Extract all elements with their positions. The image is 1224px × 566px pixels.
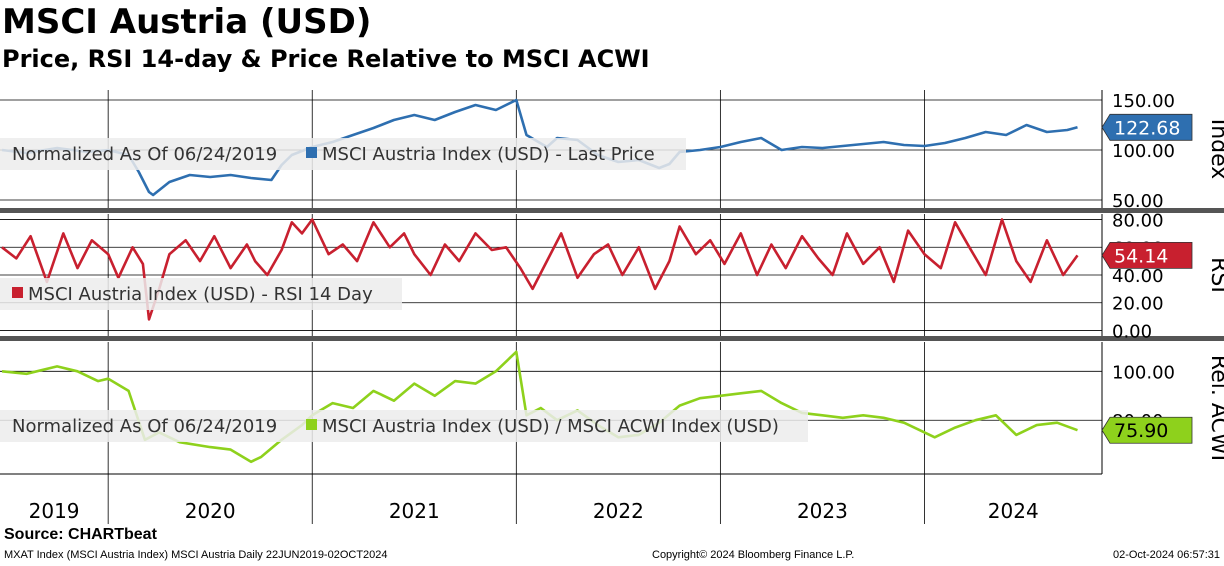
panel-axis-title: RSI [1206,257,1224,293]
legend-normalized-label: Normalized As Of 06/24/2019 [12,144,277,165]
legend-normalized-label: Normalized As Of 06/24/2019 [12,416,277,437]
legend-swatch [306,147,317,158]
series-line-rel [1,350,1078,464]
x-tick-label: 2024 [988,499,1039,523]
legend-swatch [306,419,317,430]
last-value-label-rel: 75.90 [1114,420,1168,442]
last-value-tag-price [1101,113,1193,141]
x-tick-label: 2020 [185,499,236,523]
y-tick-label: 80.00 [1112,211,1164,232]
y-tick-label: 0.00 [1112,321,1152,342]
last-value-tag-rsi [1101,241,1193,269]
panel-axis-title: Index [1206,119,1224,180]
x-tick-label: 2021 [389,499,440,523]
series-line-rsi [1,218,1079,321]
legend-box [0,410,808,442]
y-tick-label: 100.00 [1112,141,1175,162]
last-value-label-price: 122.68 [1114,117,1180,139]
legend-box [0,138,686,170]
x-tick-label: 2022 [593,499,644,523]
y-tick-label: 100.00 [1112,362,1175,383]
chart-subtitle: Price, RSI 14-day & Price Relative to MS… [2,45,650,73]
legend-swatch [12,287,23,298]
chart-title: MSCI Austria (USD) [2,2,372,42]
last-value-label-rsi: 54.14 [1114,245,1168,267]
x-tick-label: 2023 [797,499,848,523]
y-tick-label: 150.00 [1112,91,1175,112]
panel-axis-title: Rel. ACWI [1206,355,1224,461]
legend-box [0,278,402,310]
legend-series-label: MSCI Austria Index (USD) - Last Price [322,144,655,165]
legend-series-label: MSCI Austria Index (USD) / MSCI ACWI Ind… [322,416,779,437]
chart-area: Normalized As Of 06/24/2019 MSCI Austria … [0,90,1224,524]
footer-timestamp: 02-Oct-2024 06:57:31 [1112,549,1220,561]
footer-copyright: Copyright© 2024 Bloomberg Finance L.P. [652,549,855,561]
y-tick-label: 50.00 [1112,191,1164,212]
panel-divider [0,208,1224,213]
legend-series-label: MSCI Austria Index (USD) - RSI 14 Day [28,284,373,305]
last-value-tag-rel [1101,416,1193,444]
panel-divider [0,336,1224,341]
x-tick-label: 2019 [29,499,80,523]
source-label: Source: CHARTbeat [4,526,157,543]
footer-ticker-info: MXAT Index (MSCI Austria Index) MSCI Aus… [4,549,388,561]
y-tick-label: 20.00 [1112,294,1164,315]
y-tick-label: 40.00 [1112,266,1164,287]
